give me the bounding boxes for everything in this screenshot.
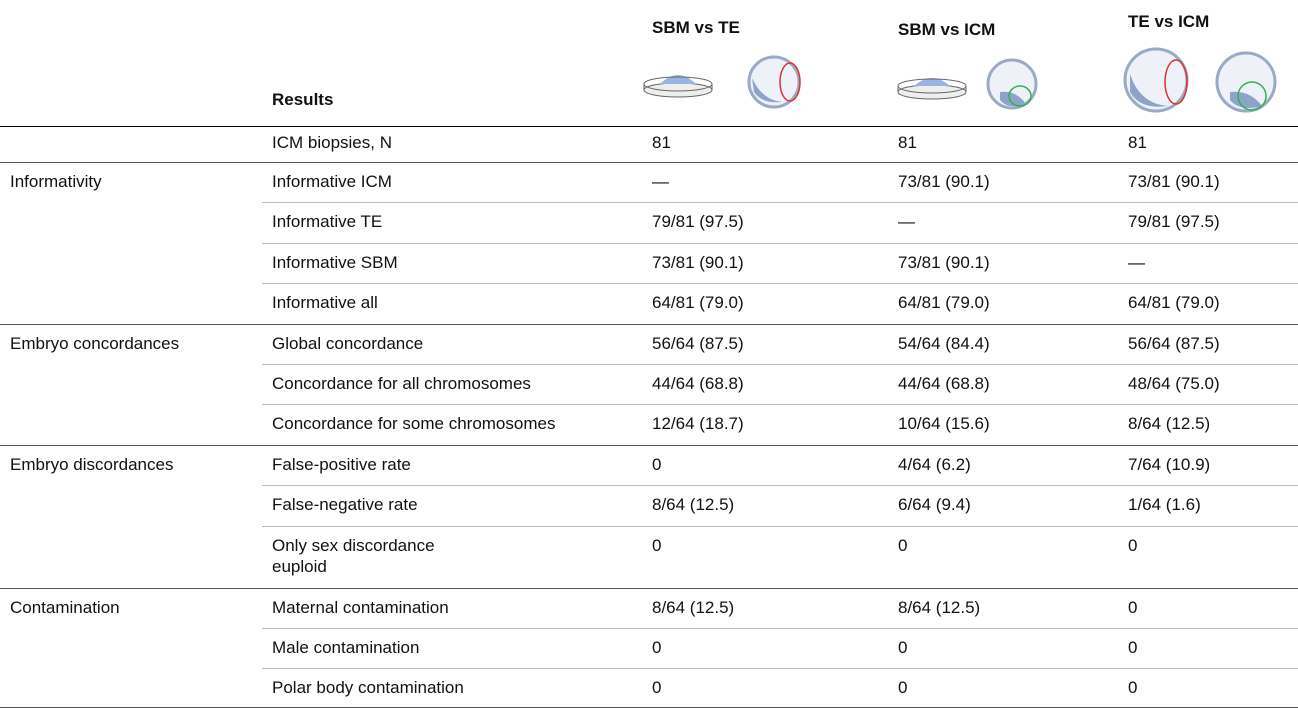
cell-value: 7/64 (10.9) (1128, 455, 1210, 475)
cell-value: 73/81 (90.1) (898, 253, 990, 273)
row-rule (262, 364, 1298, 365)
cell-value: 0 (652, 536, 661, 556)
row-label: Polar body contamination (272, 678, 464, 698)
cell-value: 0 (898, 638, 907, 658)
cell-value: 64/81 (79.0) (1128, 293, 1220, 313)
dish-icon (898, 78, 966, 99)
cell-value: 0 (1128, 536, 1137, 556)
row-rule (262, 526, 1298, 527)
cell-value: 79/81 (97.5) (1128, 212, 1220, 232)
cell-value: — (652, 172, 669, 192)
cell-value: 0 (652, 638, 661, 658)
cell-value: 0 (1128, 678, 1137, 698)
cell-value: 56/64 (87.5) (652, 334, 744, 354)
cell-value: 56/64 (87.5) (1128, 334, 1220, 354)
group-label: Contamination (10, 598, 120, 618)
cell-value: — (1128, 253, 1145, 273)
row-label: euploid (272, 557, 327, 577)
cell-value: 64/81 (79.0) (898, 293, 990, 313)
cell-value: 64/81 (79.0) (652, 293, 744, 313)
cell-value: 81 (652, 133, 671, 153)
cell-value: 8/64 (12.5) (1128, 414, 1210, 434)
row-label: Only sex discordance (272, 536, 435, 556)
header-icons (0, 0, 1298, 126)
cell-value: 73/81 (90.1) (1128, 172, 1220, 192)
group-rule (0, 324, 1298, 325)
blastocyst-icon (1125, 49, 1187, 111)
row-label: Maternal contamination (272, 598, 449, 618)
cell-value: 0 (1128, 598, 1137, 618)
cell-value: 0 (652, 455, 661, 475)
row-rule (262, 668, 1298, 669)
cell-value: 4/64 (6.2) (898, 455, 971, 475)
row-label: Informative SBM (272, 253, 398, 273)
row-label: Informative ICM (272, 172, 392, 192)
column-header: TE vs ICM (1128, 12, 1209, 32)
row-label: False-positive rate (272, 455, 411, 475)
cell-value: 73/81 (90.1) (652, 253, 744, 273)
row-rule (262, 202, 1298, 203)
column-header: SBM vs ICM (898, 20, 995, 40)
cell-value: 54/64 (84.4) (898, 334, 990, 354)
blastocyst-icon (1217, 53, 1275, 111)
cell-value: 8/64 (12.5) (652, 495, 734, 515)
cell-value: 73/81 (90.1) (898, 172, 990, 192)
row-rule (262, 283, 1298, 284)
column-header: SBM vs TE (652, 18, 740, 38)
cell-value: 48/64 (75.0) (1128, 374, 1220, 394)
row-label: ICM biopsies, N (272, 133, 392, 153)
row-label: Concordance for some chromosomes (272, 414, 555, 434)
group-rule (0, 162, 1298, 163)
group-rule (0, 588, 1298, 589)
cell-value: 0 (1128, 638, 1137, 658)
row-rule (262, 404, 1298, 405)
cell-value: 1/64 (1.6) (1128, 495, 1201, 515)
cell-value: 44/64 (68.8) (898, 374, 990, 394)
group-label: Informativity (10, 172, 102, 192)
cell-value: 12/64 (18.7) (652, 414, 744, 434)
group-label: Embryo concordances (10, 334, 179, 354)
blastocyst-icon (749, 57, 800, 107)
row-rule (262, 485, 1298, 486)
cell-value: 0 (898, 536, 907, 556)
row-label: Male contamination (272, 638, 419, 658)
cell-value: — (898, 212, 915, 232)
row-label: Global concordance (272, 334, 423, 354)
row-label: Informative TE (272, 212, 382, 232)
row-label: Concordance for all chromosomes (272, 374, 531, 394)
cell-value: 81 (898, 133, 917, 153)
cell-value: 0 (898, 678, 907, 698)
cell-value: 8/64 (12.5) (652, 598, 734, 618)
row-label: False-negative rate (272, 495, 418, 515)
header-rule (0, 126, 1298, 127)
cell-value: 44/64 (68.8) (652, 374, 744, 394)
blastocyst-icon (988, 60, 1036, 108)
cell-value: 6/64 (9.4) (898, 495, 971, 515)
results-table: Results SBM vs TE SBM vs ICM TE vs ICM ICM … (0, 0, 1298, 709)
cell-value: 79/81 (97.5) (652, 212, 744, 232)
group-rule (0, 445, 1298, 446)
bottom-rule (0, 707, 1298, 708)
cell-value: 8/64 (12.5) (898, 598, 980, 618)
row-rule (262, 243, 1298, 244)
row-rule (262, 628, 1298, 629)
cell-value: 10/64 (15.6) (898, 414, 990, 434)
cell-value: 0 (652, 678, 661, 698)
results-header: Results (272, 90, 333, 110)
row-label: Informative all (272, 293, 378, 313)
cell-value: 81 (1128, 133, 1147, 153)
group-label: Embryo discordances (10, 455, 173, 475)
dish-icon (644, 75, 712, 97)
